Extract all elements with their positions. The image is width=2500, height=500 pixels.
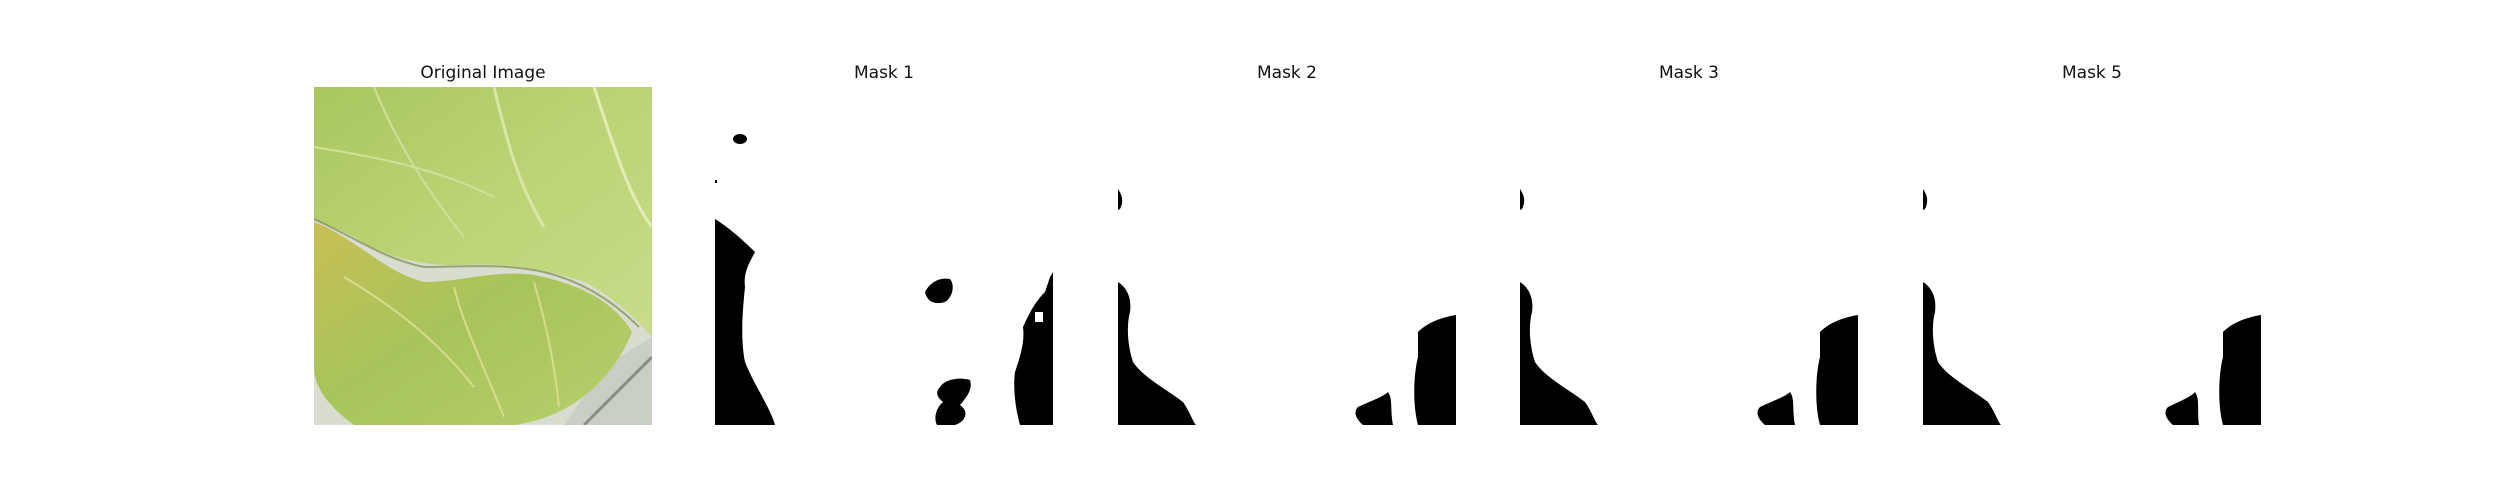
panel-mask-3: Mask 3 — [1520, 60, 1858, 425]
mask-image — [1520, 87, 1858, 425]
panel-mask-2: Mask 2 — [1118, 60, 1456, 425]
mask-image — [715, 87, 1053, 425]
panel-title: Original Image — [420, 63, 546, 83]
panel-mask-1: Mask 1 — [715, 60, 1053, 425]
panel-mask-5: Mask 5 — [1923, 60, 2261, 425]
panel-title: Mask 1 — [853, 63, 914, 83]
panel-original-image: Original Image — [314, 60, 652, 425]
panel-title: Mask 2 — [1256, 63, 1317, 83]
panel-title: Mask 3 — [1658, 63, 1719, 83]
leaf-photo — [314, 87, 652, 425]
mask-image — [1923, 87, 2261, 425]
mask-image — [1118, 87, 1456, 425]
panel-title: Mask 5 — [2061, 63, 2122, 83]
